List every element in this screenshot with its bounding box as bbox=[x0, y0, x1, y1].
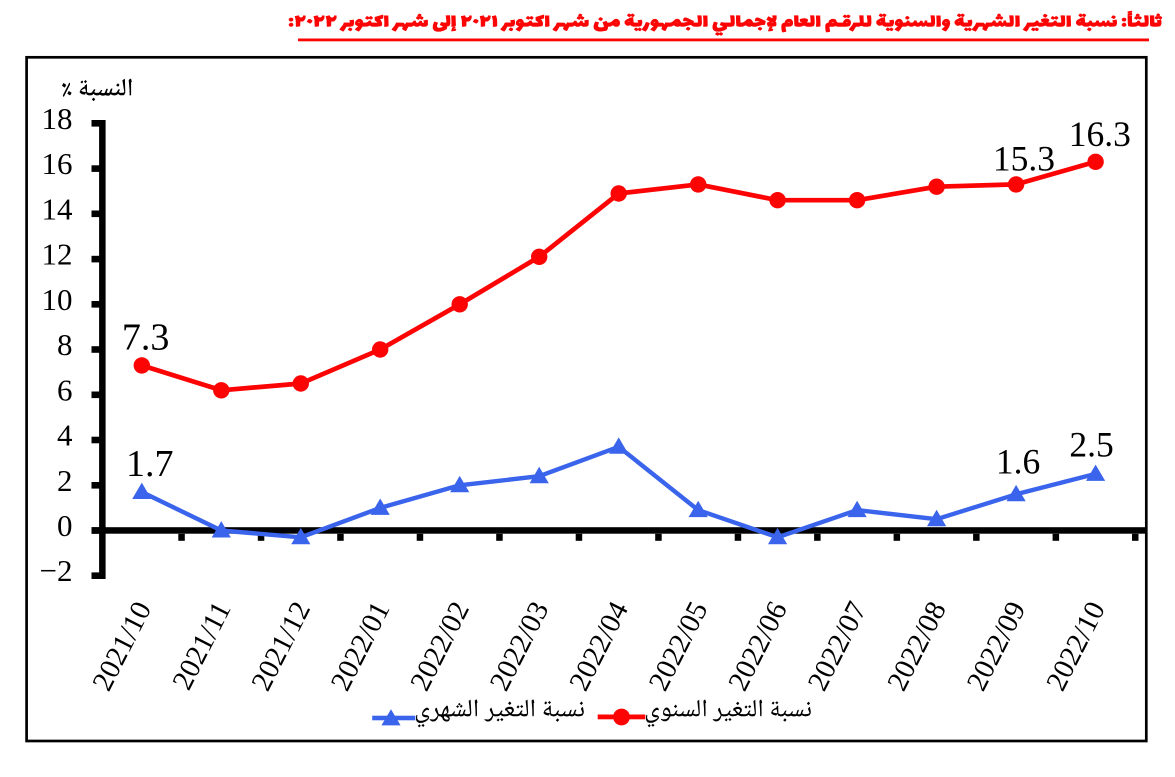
svg-text:10: 10 bbox=[42, 282, 73, 317]
svg-text:1.6: 1.6 bbox=[996, 442, 1040, 482]
svg-text:8: 8 bbox=[57, 327, 73, 362]
svg-text:7.3: 7.3 bbox=[122, 316, 170, 358]
svg-text:6: 6 bbox=[57, 372, 73, 407]
svg-text:16.3: 16.3 bbox=[1069, 114, 1131, 154]
svg-text:14: 14 bbox=[42, 191, 74, 226]
svg-text:15.3: 15.3 bbox=[993, 139, 1055, 179]
svg-text:16: 16 bbox=[42, 146, 73, 181]
svg-text:0: 0 bbox=[57, 508, 73, 543]
svg-text:2: 2 bbox=[57, 463, 73, 498]
svg-text:18: 18 bbox=[42, 101, 73, 136]
svg-text:12: 12 bbox=[42, 237, 73, 272]
svg-text:−2: −2 bbox=[40, 553, 73, 588]
svg-text:2.5: 2.5 bbox=[1069, 425, 1113, 465]
svg-text:4: 4 bbox=[57, 418, 73, 453]
svg-text:1.7: 1.7 bbox=[126, 443, 174, 485]
